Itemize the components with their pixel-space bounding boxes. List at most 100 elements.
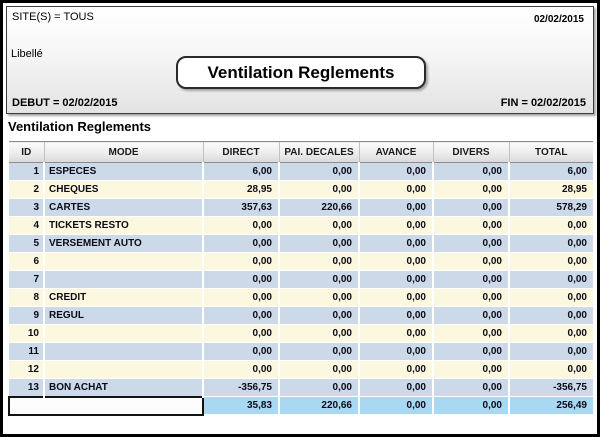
cell-id: 6 xyxy=(9,253,44,271)
cell-id: 4 xyxy=(9,217,44,235)
cell-avance: 0,00 xyxy=(359,325,433,343)
column-header-divers: DIVERS xyxy=(433,142,509,163)
cell-total: 0,00 xyxy=(509,361,593,379)
table-row: 2CHEQUES28,950,000,000,0028,95 xyxy=(9,181,593,199)
total-cell-direct: 35,83 xyxy=(203,397,279,415)
table-row: 13BON ACHAT-356,750,000,000,00-356,75 xyxy=(9,379,593,397)
cell-pai-decales: 0,00 xyxy=(279,325,359,343)
table-row: 70,000,000,000,000,00 xyxy=(9,271,593,289)
cell-mode: VERSEMENT AUTO xyxy=(44,235,203,253)
cell-pai-decales: 0,00 xyxy=(279,379,359,397)
table-row: 100,000,000,000,000,00 xyxy=(9,325,593,343)
cell-mode: REGUL xyxy=(44,307,203,325)
cell-avance: 0,00 xyxy=(359,217,433,235)
cell-divers: 0,00 xyxy=(433,307,509,325)
report-window: SITE(S) = TOUS 02/02/2015 Libellé Ventil… xyxy=(0,0,600,437)
cell-direct: 0,00 xyxy=(203,271,279,289)
table-row: 8CREDIT0,000,000,000,000,00 xyxy=(9,289,593,307)
ventilation-table: IDMODEDIRECTPAI. DECALESAVANCEDIVERSTOTA… xyxy=(8,141,593,416)
cell-id: 9 xyxy=(9,307,44,325)
cell-divers: 0,00 xyxy=(433,217,509,235)
cell-id: 13 xyxy=(9,379,44,397)
table-total-row: 35,83220,660,000,00256,49 xyxy=(9,397,593,415)
section-title: Ventilation Reglements xyxy=(8,119,151,134)
fin-date-label: FIN = 02/02/2015 xyxy=(501,97,586,109)
cell-id: 10 xyxy=(9,325,44,343)
cell-avance: 0,00 xyxy=(359,361,433,379)
table-row: 1ESPECES6,000,000,000,006,00 xyxy=(9,163,593,181)
report-date: 02/02/2015 xyxy=(534,14,584,25)
cell-pai-decales: 0,00 xyxy=(279,289,359,307)
cell-total: 0,00 xyxy=(509,325,593,343)
cell-pai-decales: 0,00 xyxy=(279,253,359,271)
cell-avance: 0,00 xyxy=(359,235,433,253)
cell-id: 2 xyxy=(9,181,44,199)
cell-total: 0,00 xyxy=(509,217,593,235)
cell-direct: 0,00 xyxy=(203,307,279,325)
cell-mode xyxy=(44,361,203,379)
cell-avance: 0,00 xyxy=(359,199,433,217)
cell-id: 5 xyxy=(9,235,44,253)
column-header-mode: MODE xyxy=(44,142,203,163)
cell-mode: BON ACHAT xyxy=(44,379,203,397)
cell-divers: 0,00 xyxy=(433,253,509,271)
libelle-label: Libellé xyxy=(11,48,43,60)
cell-avance: 0,00 xyxy=(359,271,433,289)
table-row: 60,000,000,000,000,00 xyxy=(9,253,593,271)
cell-pai-decales: 220,66 xyxy=(279,199,359,217)
cell-total: 0,00 xyxy=(509,253,593,271)
cell-direct: 0,00 xyxy=(203,361,279,379)
cell-mode: CARTES xyxy=(44,199,203,217)
cell-mode xyxy=(44,343,203,361)
cell-pai-decales: 0,00 xyxy=(279,217,359,235)
column-header-pai-decales: PAI. DECALES xyxy=(279,142,359,163)
table-row: 5VERSEMENT AUTO0,000,000,000,000,00 xyxy=(9,235,593,253)
cell-divers: 0,00 xyxy=(433,163,509,181)
cell-direct: 6,00 xyxy=(203,163,279,181)
cell-id: 7 xyxy=(9,271,44,289)
cell-divers: 0,00 xyxy=(433,181,509,199)
report-title-button[interactable]: Ventilation Reglements xyxy=(176,56,426,89)
report-table-body: 1ESPECES6,000,000,000,006,002CHEQUES28,9… xyxy=(9,163,593,415)
cell-divers: 0,00 xyxy=(433,343,509,361)
cell-mode xyxy=(44,271,203,289)
cell-id: 12 xyxy=(9,361,44,379)
cell-total: 0,00 xyxy=(509,307,593,325)
table-row: 3CARTES357,63220,660,000,00578,29 xyxy=(9,199,593,217)
column-header-direct: DIRECT xyxy=(203,142,279,163)
cell-id: 8 xyxy=(9,289,44,307)
cell-mode: CREDIT xyxy=(44,289,203,307)
cell-pai-decales: 0,00 xyxy=(279,163,359,181)
cell-direct: 0,00 xyxy=(203,253,279,271)
cell-avance: 0,00 xyxy=(359,289,433,307)
total-cell-total: 256,49 xyxy=(509,397,593,415)
cell-direct: 0,00 xyxy=(203,343,279,361)
cell-total: 0,00 xyxy=(509,235,593,253)
cell-pai-decales: 0,00 xyxy=(279,307,359,325)
cell-avance: 0,00 xyxy=(359,163,433,181)
cell-pai-decales: 0,00 xyxy=(279,271,359,289)
cell-direct: -356,75 xyxy=(203,379,279,397)
table-row: 120,000,000,000,000,00 xyxy=(9,361,593,379)
cell-direct: 28,95 xyxy=(203,181,279,199)
cell-avance: 0,00 xyxy=(359,343,433,361)
cell-divers: 0,00 xyxy=(433,379,509,397)
cell-divers: 0,00 xyxy=(433,325,509,343)
total-cell-avance: 0,00 xyxy=(359,397,433,415)
cell-total: 0,00 xyxy=(509,271,593,289)
cell-divers: 0,00 xyxy=(433,199,509,217)
column-header-total: TOTAL xyxy=(509,142,593,163)
cell-total: -356,75 xyxy=(509,379,593,397)
cell-avance: 0,00 xyxy=(359,181,433,199)
cell-pai-decales: 0,00 xyxy=(279,235,359,253)
table-row: 4TICKETS RESTO0,000,000,000,000,00 xyxy=(9,217,593,235)
total-cell-divers: 0,00 xyxy=(433,397,509,415)
cell-direct: 0,00 xyxy=(203,325,279,343)
cell-direct: 357,63 xyxy=(203,199,279,217)
table-row: 110,000,000,000,000,00 xyxy=(9,343,593,361)
site-filter-label: SITE(S) = TOUS xyxy=(12,11,94,23)
column-header-id: ID xyxy=(9,142,44,163)
cell-avance: 0,00 xyxy=(359,379,433,397)
cell-direct: 0,00 xyxy=(203,235,279,253)
cell-total: 0,00 xyxy=(509,289,593,307)
